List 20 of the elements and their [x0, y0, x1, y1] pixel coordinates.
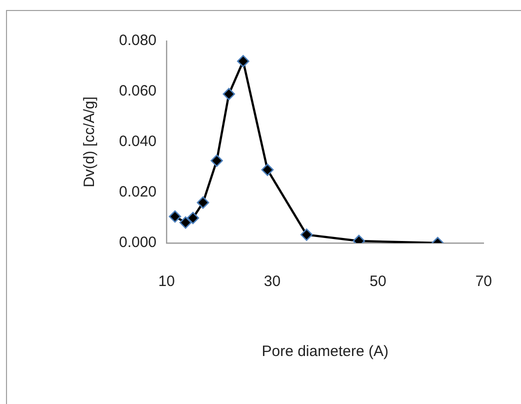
point — [261, 164, 274, 176]
y-tick-label: 0.020 — [118, 184, 157, 201]
point — [237, 55, 250, 68]
point — [168, 210, 182, 223]
x-tick-label: 10 — [158, 273, 175, 290]
x-tick-label: 50 — [370, 273, 386, 290]
point — [179, 216, 192, 229]
y-tick-label: 0.000 — [118, 234, 157, 252]
point — [210, 154, 223, 167]
x-axis-title: Pore diametere (A) — [262, 343, 388, 360]
y-tick-label: 0.080 — [118, 32, 157, 50]
y-tick-label: 0.060 — [118, 82, 157, 100]
y-tick-label: 0.040 — [118, 133, 157, 150]
point — [196, 196, 210, 209]
y-axis-title: Dv(d) [cc/A/g] — [81, 96, 98, 188]
x-tick-label: 70 — [475, 273, 492, 290]
point — [186, 212, 200, 224]
point — [300, 228, 313, 241]
point — [222, 88, 236, 100]
x-tick-label: 30 — [264, 273, 281, 290]
